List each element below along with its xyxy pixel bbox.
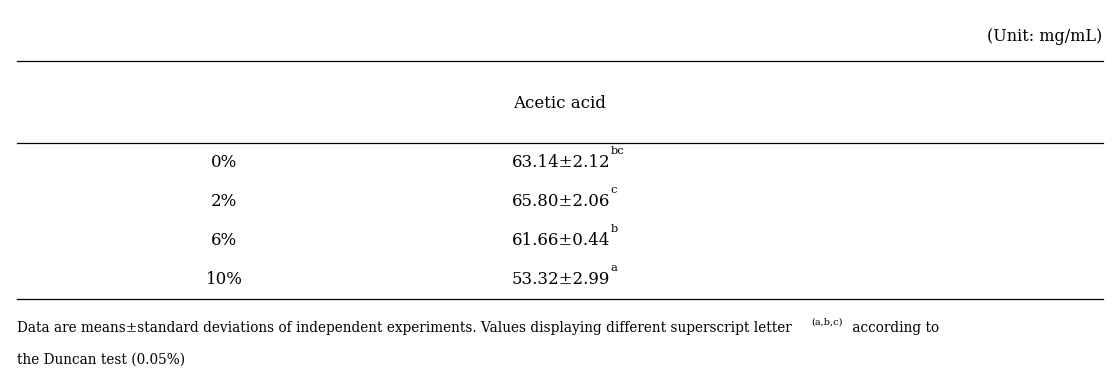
- Text: (Unit: mg/mL): (Unit: mg/mL): [987, 28, 1102, 45]
- Text: 65.80±2.06: 65.80±2.06: [512, 193, 610, 210]
- Text: (a,b,c): (a,b,c): [812, 317, 843, 326]
- Text: 0%: 0%: [211, 154, 237, 171]
- Text: 63.14±2.12: 63.14±2.12: [512, 154, 610, 171]
- Text: Acetic acid: Acetic acid: [514, 95, 606, 112]
- Text: 61.66±0.44: 61.66±0.44: [512, 232, 610, 249]
- Text: Data are means±standard deviations of independent experiments. Values displaying: Data are means±standard deviations of in…: [17, 321, 792, 335]
- Text: the Duncan test (0.05%): the Duncan test (0.05%): [17, 353, 185, 367]
- Text: according to: according to: [848, 321, 940, 335]
- Text: 2%: 2%: [211, 193, 237, 210]
- Text: 6%: 6%: [211, 232, 237, 249]
- Text: 53.32±2.99: 53.32±2.99: [512, 271, 610, 288]
- Text: c: c: [610, 185, 617, 195]
- Text: a: a: [610, 263, 617, 273]
- Text: b: b: [610, 224, 618, 234]
- Text: bc: bc: [610, 146, 624, 156]
- Text: 10%: 10%: [206, 271, 242, 288]
